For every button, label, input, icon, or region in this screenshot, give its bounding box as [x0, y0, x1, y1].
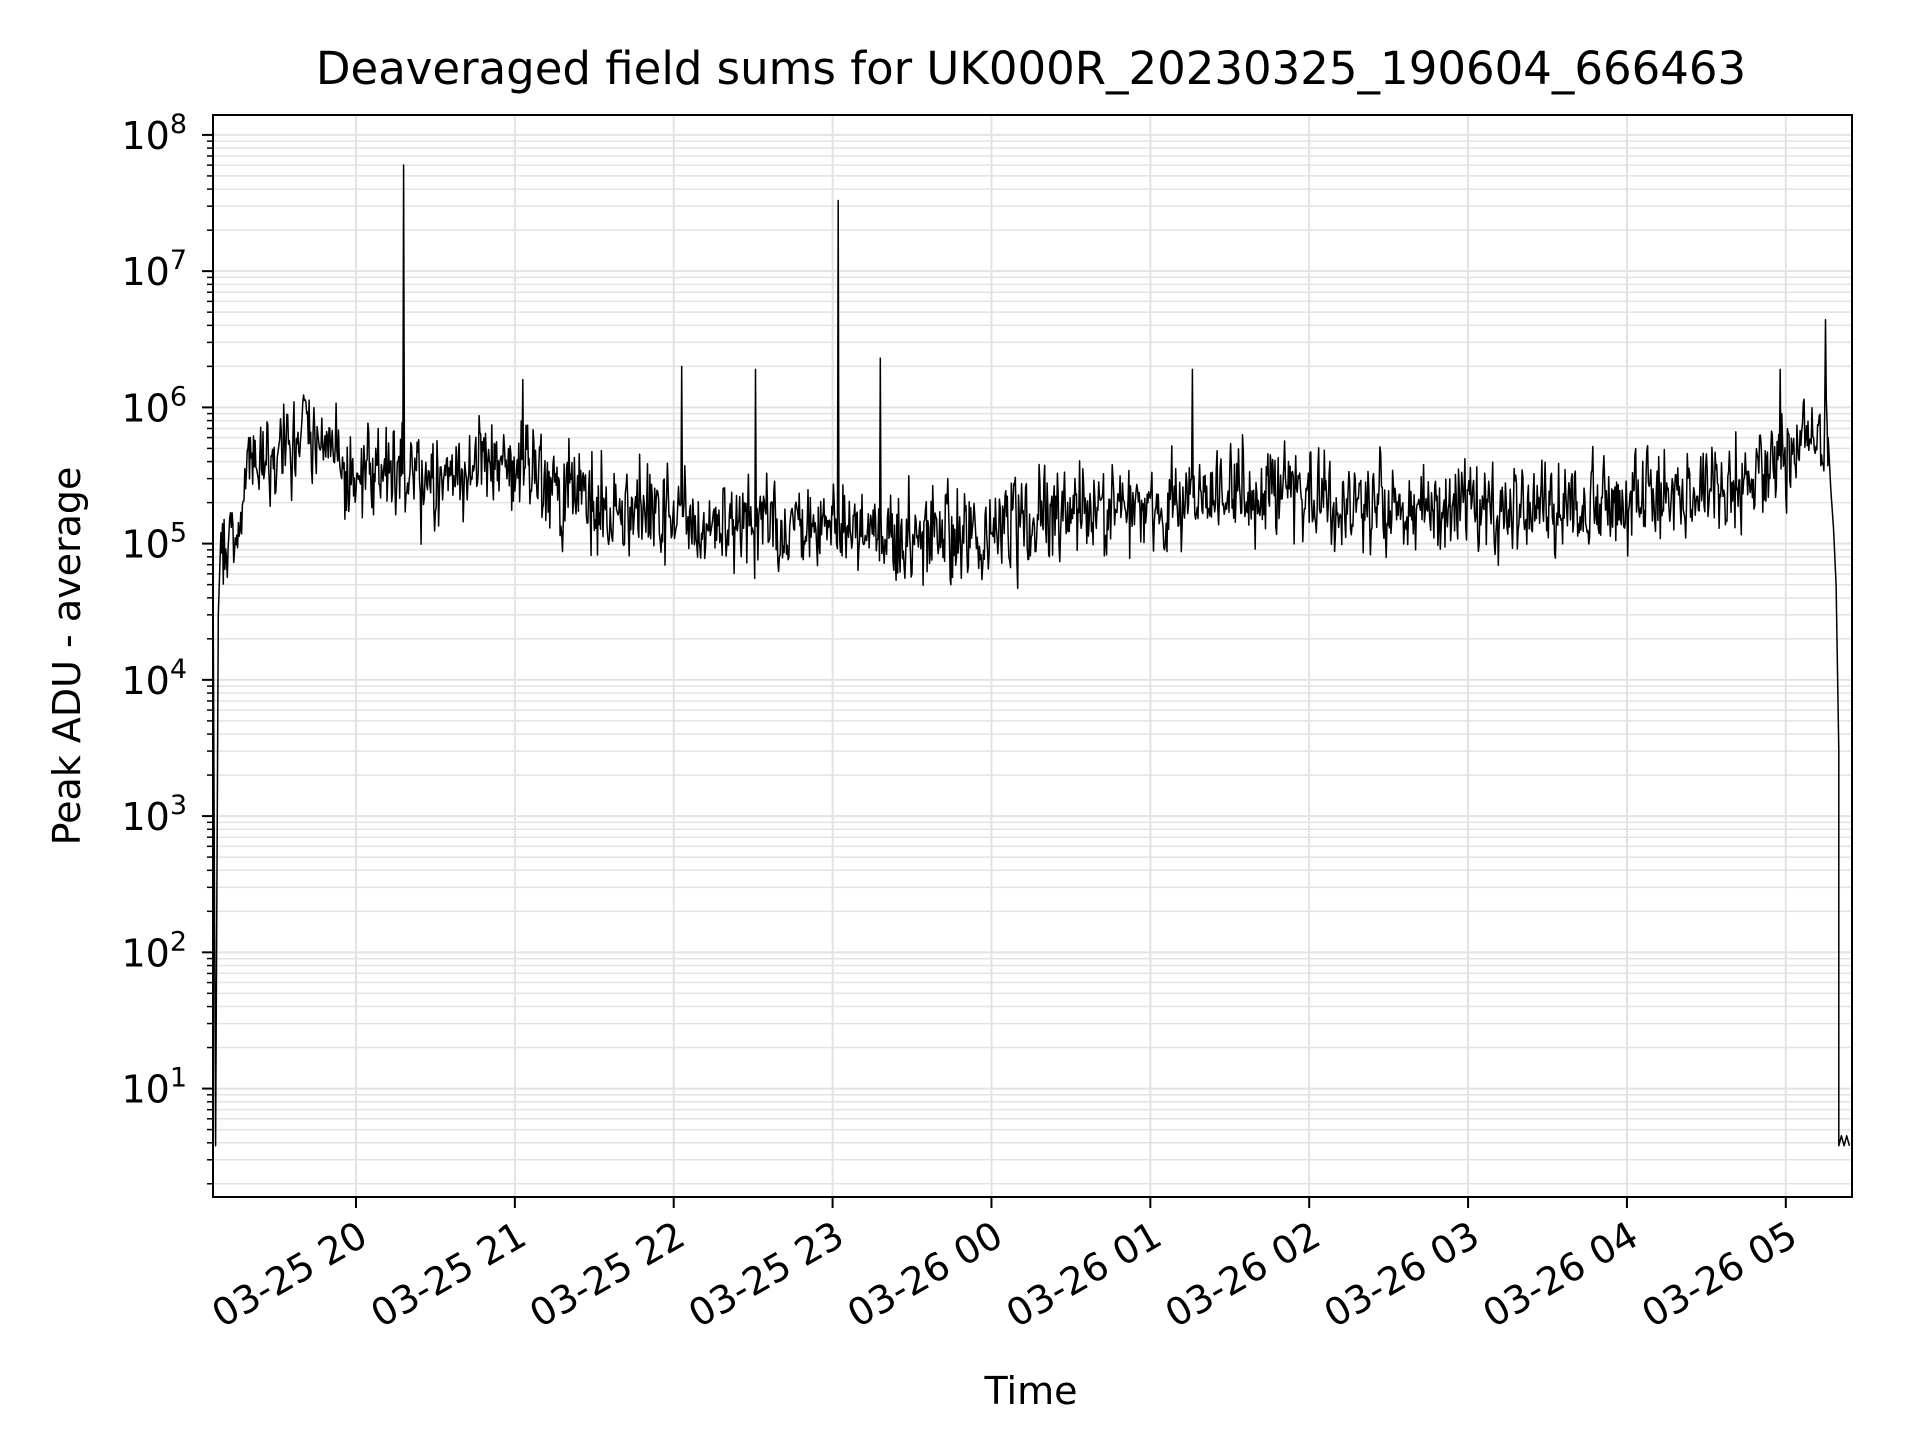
- y-tick-label: 106: [121, 381, 187, 430]
- y-axis-label: Peak ADU - average: [45, 467, 89, 846]
- x-axis-label: Time: [984, 1369, 1078, 1413]
- series-layer: [212, 164, 1851, 1197]
- y-tick-label: 103: [121, 790, 187, 839]
- y-tick-label: 105: [121, 518, 187, 567]
- y-tick-label: 108: [121, 109, 187, 158]
- series-line: [212, 164, 1851, 1197]
- y-tick-label: 102: [121, 926, 187, 975]
- grid: [213, 115, 1852, 1197]
- chart-title: Deaveraged field sums for UK000R_2023032…: [316, 42, 1746, 95]
- y-tick-label: 104: [121, 654, 187, 703]
- plot-frame: [212, 114, 1853, 1198]
- y-tick-label: 107: [121, 245, 187, 294]
- y-tick-label: 101: [121, 1063, 187, 1112]
